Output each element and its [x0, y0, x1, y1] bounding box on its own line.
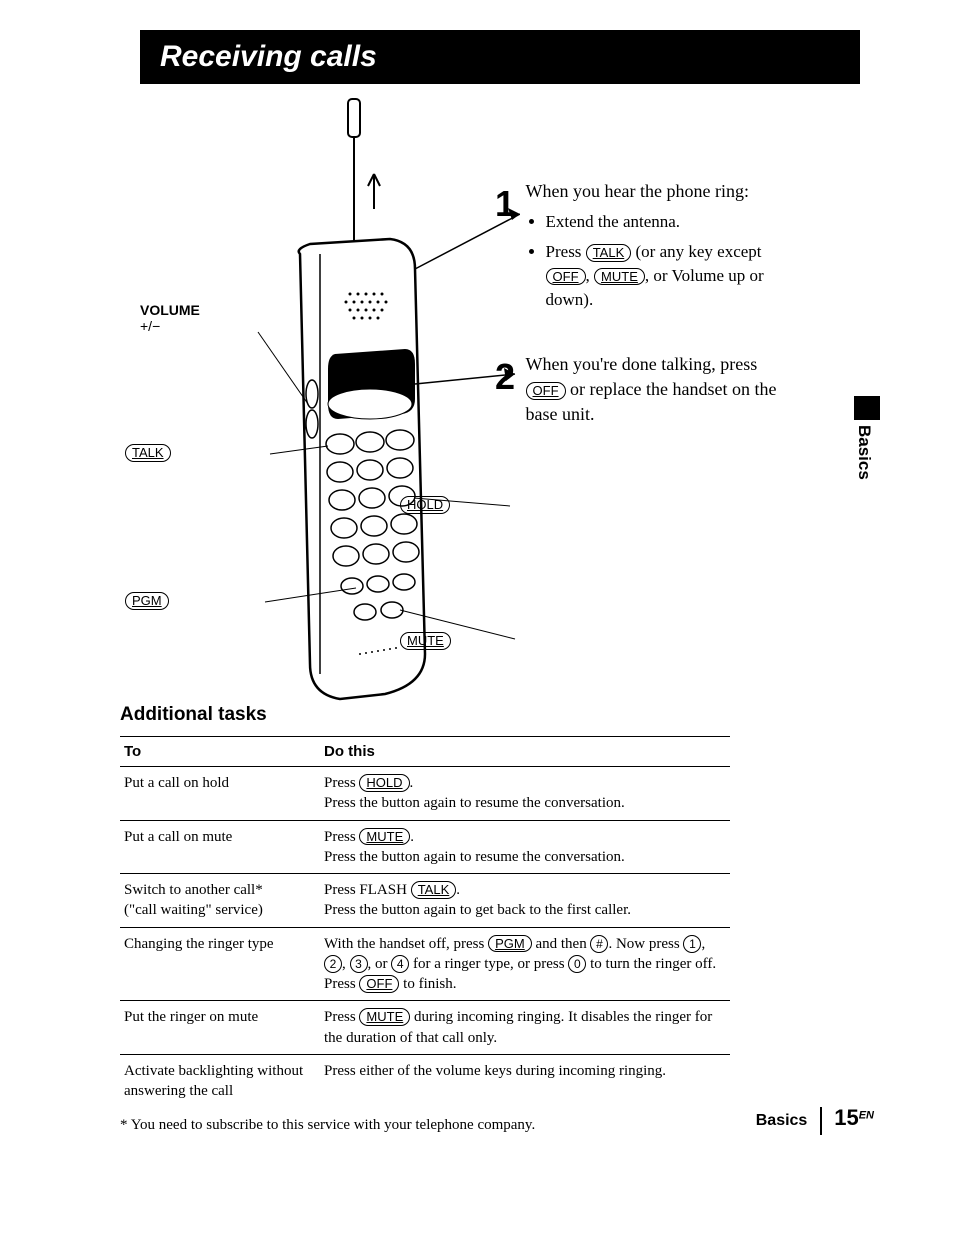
key-mute: MUTE	[359, 1008, 410, 1026]
numkey-0: 0	[568, 955, 586, 973]
side-tab-marker	[854, 396, 880, 420]
table-row: Changing the ringer typeWith the handset…	[120, 927, 730, 1001]
table-row: Put the ringer on mutePress MUTE during …	[120, 1001, 730, 1055]
numkey-4: 4	[391, 955, 409, 973]
tasks-table: To Do this Put a call on holdPress HOLD.…	[120, 736, 730, 1107]
numkey-3: 3	[350, 955, 368, 973]
cell-do: Press either of the volume keys during i…	[320, 1054, 730, 1107]
cell-to: Put the ringer on mute	[120, 1001, 320, 1055]
key-pgm: PGM	[488, 935, 532, 953]
key-talk: TALK	[411, 881, 457, 899]
cell-to: Changing the ringer type	[120, 927, 320, 1001]
col-do: Do this	[320, 737, 730, 767]
mute-key-label: MUTE	[400, 632, 451, 650]
step1-bullet-2: Press TALK (or any key except OFF, MUTE,…	[546, 240, 786, 311]
numkey-1: 1	[683, 935, 701, 953]
table-row: Put a call on holdPress HOLD.Press the b…	[120, 767, 730, 821]
step1-bullet-1: Extend the antenna.	[546, 210, 786, 234]
page-footer: Basics 15EN	[756, 1105, 874, 1135]
cell-do: Press FLASH TALK.Press the button again …	[320, 874, 730, 928]
key-hold: HOLD	[359, 774, 409, 792]
table-row: Put a call on mutePress MUTE.Press the b…	[120, 820, 730, 874]
col-to: To	[120, 737, 320, 767]
phone-illustration	[220, 94, 520, 714]
numkey-#: #	[590, 935, 608, 953]
page-content: Receiving calls	[100, 30, 880, 1134]
step-2: 2 When you're done talking, press OFF or…	[495, 352, 786, 428]
cell-to: Put a call on hold	[120, 767, 320, 821]
cell-to: Activate backlighting without answering …	[120, 1054, 320, 1107]
cell-do: Press MUTE during incoming ringing. It d…	[320, 1001, 730, 1055]
phone-diagram: VOLUME +/− TALK PGM HOLD MUTE 1 When you…	[100, 84, 860, 704]
side-tab: Basics	[854, 425, 874, 480]
talk-key-label: TALK	[125, 444, 171, 462]
cell-do: Press HOLD.Press the button again to res…	[320, 767, 730, 821]
cell-to: Switch to another call*("call waiting" s…	[120, 874, 320, 928]
table-row: Activate backlighting without answering …	[120, 1054, 730, 1107]
step-1: 1 When you hear the phone ring: Extend t…	[495, 179, 786, 317]
cell-to: Put a call on mute	[120, 820, 320, 874]
cell-do: With the handset off, press PGM and then…	[320, 927, 730, 1001]
table-row: Switch to another call*("call waiting" s…	[120, 874, 730, 928]
key-mute: MUTE	[359, 828, 410, 846]
hold-key-label: HOLD	[400, 496, 450, 514]
volume-label: VOLUME +/−	[140, 302, 200, 334]
numkey-2: 2	[324, 955, 342, 973]
section-title: Receiving calls	[140, 30, 860, 84]
pgm-key-label: PGM	[125, 592, 169, 610]
key-off: OFF	[359, 975, 399, 993]
cell-do: Press MUTE.Press the button again to res…	[320, 820, 730, 874]
